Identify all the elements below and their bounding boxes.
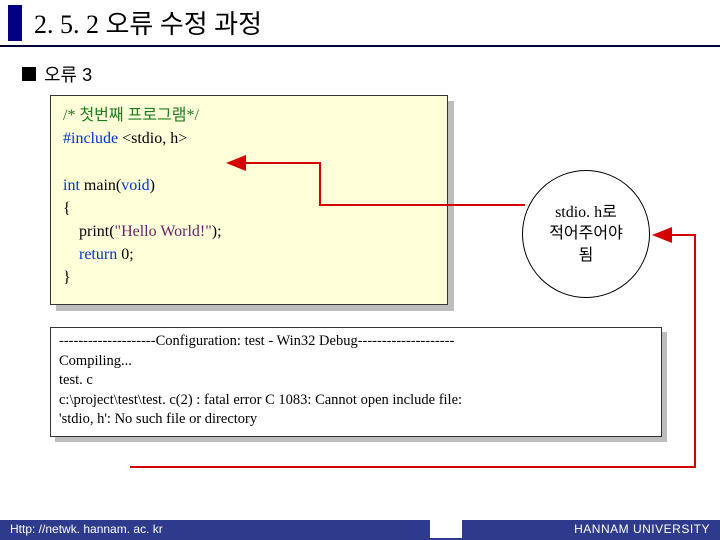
code-box: /* 첫번째 프로그램*/ #include <stdio, h> int ma…: [50, 95, 448, 305]
code-print: print(: [63, 223, 115, 240]
code-include-arg: <stdio, h>: [122, 130, 187, 147]
code-string: "Hello World!": [115, 223, 212, 240]
error-box: --------------------Configuration: test …: [50, 327, 662, 437]
code-void: void: [121, 177, 149, 194]
footer-logo-icon: [430, 510, 462, 538]
err-l1: --------------------Configuration: test …: [59, 332, 653, 352]
title-bar: 2. 5. 2 오류 수정 과정: [0, 0, 720, 47]
footer-brand: HANNAM UNIVERSITY: [430, 520, 720, 540]
page-title: 2. 5. 2 오류 수정 과정: [34, 4, 262, 41]
err-l3: test. c: [59, 371, 653, 391]
footer-url: Http: //netwk. hannam. ac. kr: [0, 520, 430, 540]
error-block: --------------------Configuration: test …: [50, 327, 662, 437]
section-label: 오류 3: [44, 61, 92, 87]
code-comment: /* 첫번째 프로그램*/: [63, 107, 199, 124]
code-int: int: [63, 177, 80, 194]
callout-bubble: stdio. h로 적어주어야 됨: [522, 170, 650, 298]
code-return: return: [63, 246, 117, 263]
err-l4: c:\project\test\test. c(2) : fatal error…: [59, 391, 653, 411]
code-rbrace: }: [63, 266, 435, 289]
err-l2: Compiling...: [59, 352, 653, 372]
callout-text: stdio. h로 적어주어야 됨: [549, 202, 623, 267]
section-header: 오류 3: [22, 61, 720, 87]
code-block: /* 첫번째 프로그램*/ #include <stdio, h> int ma…: [50, 95, 448, 305]
code-return-val: 0;: [117, 246, 133, 263]
code-include-kw: #include: [63, 130, 118, 147]
footer: Http: //netwk. hannam. ac. kr HANNAM UNI…: [0, 520, 720, 540]
code-main2: ): [150, 177, 155, 194]
title-accent: [8, 5, 22, 41]
code-print-end: );: [212, 223, 222, 240]
err-l5: 'stdio, h': No such file or directory: [59, 410, 653, 430]
code-main1: main(: [80, 177, 121, 194]
bullet-icon: [22, 67, 36, 81]
code-lbrace: {: [63, 197, 435, 220]
